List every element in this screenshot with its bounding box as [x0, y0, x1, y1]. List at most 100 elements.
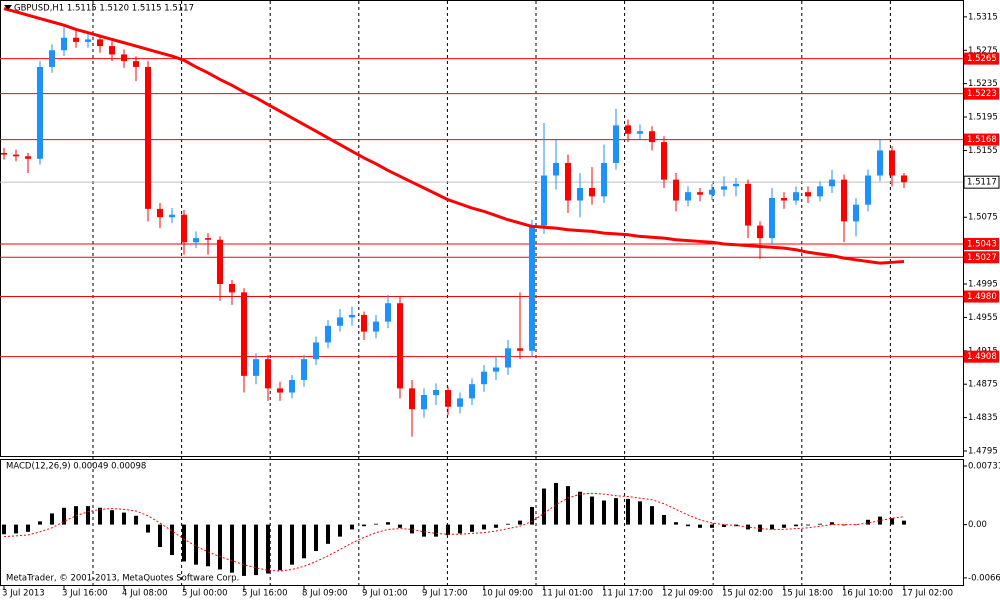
candle-body — [49, 50, 55, 67]
candle-body — [229, 284, 235, 293]
candle-body — [505, 348, 511, 368]
level-label-box — [964, 52, 999, 65]
candle-body — [85, 39, 91, 42]
candle-body — [481, 371, 487, 385]
moving-average — [3, 7, 905, 265]
x-tick-label: 12 Jul 09:00 — [662, 589, 713, 599]
macd-bar — [230, 524, 234, 573]
x-tick-label: 5 Jul 00:00 — [182, 589, 228, 599]
y-tick-label: 1.5275 — [968, 46, 998, 56]
candle-body — [61, 37, 67, 51]
macd-bar — [794, 524, 798, 527]
macd-bar — [758, 524, 762, 532]
candle-body — [181, 214, 187, 243]
candle-body — [361, 314, 367, 332]
level-label-box — [964, 290, 999, 303]
macd-bar — [266, 524, 270, 574]
candle-body — [661, 142, 667, 180]
candle-body — [517, 348, 523, 351]
candle-body — [637, 131, 643, 134]
candle-body — [541, 175, 547, 226]
macd-bar — [62, 507, 66, 525]
macd-bar — [614, 498, 618, 525]
candle-body — [25, 156, 31, 159]
macd-bar — [554, 482, 558, 525]
candle-body — [253, 359, 259, 376]
candle-body — [37, 66, 43, 159]
candle-body — [349, 314, 355, 318]
candle-body — [649, 131, 655, 143]
x-tick-label: 15 Jul 02:00 — [722, 589, 773, 599]
chart-title: GBPUSD,H1 1.5115 1.5120 1.5115 1.5117 — [14, 4, 194, 14]
macd-bar — [158, 524, 162, 548]
candle-body — [817, 186, 823, 197]
candle-body — [553, 162, 559, 176]
macd-bar — [662, 514, 666, 525]
last-price-label: 1.5117 — [967, 178, 997, 188]
candle-body — [673, 179, 679, 201]
macd-bar — [686, 524, 690, 527]
candle-body — [853, 204, 859, 222]
candle-body — [397, 303, 403, 389]
macd-bar — [14, 524, 18, 534]
macd-bar — [278, 524, 282, 571]
candle-body — [277, 388, 283, 393]
candle-body — [373, 321, 379, 332]
macd-bar — [170, 524, 174, 556]
macd-bar — [506, 523, 510, 525]
x-tick-label: 17 Jul 02:00 — [902, 589, 953, 599]
candle-body — [565, 162, 571, 201]
candle-body — [721, 186, 727, 190]
candle-body — [409, 388, 415, 410]
x-tick-label: 11 Jul 01:00 — [542, 589, 593, 599]
candle-body — [697, 192, 703, 195]
macd-bar — [710, 524, 714, 528]
candle-body — [745, 183, 751, 226]
macd-bar — [530, 506, 534, 525]
y-tick-label: 1.4835 — [968, 413, 998, 423]
macd-bar — [602, 500, 606, 525]
day-separators — [92, 1, 891, 586]
candle-body — [313, 342, 319, 360]
x-tick-label: 10 Jul 09:00 — [482, 589, 533, 599]
macd-bar — [218, 524, 222, 570]
price-panel — [0, 0, 964, 457]
macd-bar — [806, 524, 810, 526]
macd-bar — [314, 524, 318, 552]
candle-body — [133, 61, 139, 67]
x-tick-label: 5 Jul 16:00 — [242, 589, 288, 599]
macd-bar — [458, 524, 462, 534]
candle-body — [889, 150, 895, 176]
macd-bar — [494, 524, 498, 528]
candle-body — [193, 238, 199, 243]
macd-bar — [578, 491, 582, 525]
candle-body — [829, 179, 835, 187]
macd-bar — [890, 518, 894, 525]
x-tick-label: 4 Jul 08:00 — [122, 589, 168, 599]
candle-body — [733, 183, 739, 187]
macd-panel — [0, 459, 964, 586]
candle-body — [589, 188, 595, 197]
candle-body — [781, 198, 787, 201]
y-tick-label: 0.00731 — [968, 462, 1000, 472]
candle-body — [433, 390, 439, 396]
level-label-box — [964, 237, 999, 250]
x-tick-label: 15 Jul 18:00 — [782, 589, 833, 599]
candle-body — [901, 175, 907, 183]
macd-bar — [422, 524, 426, 537]
macd-bar — [338, 524, 342, 537]
macd-bar — [638, 501, 642, 525]
candle-body — [793, 192, 799, 201]
level-label: 1.5027 — [967, 253, 997, 263]
macd-bar — [182, 524, 186, 562]
macd-bar — [878, 516, 882, 525]
level-label: 1.5265 — [967, 54, 997, 64]
macd-bar — [782, 524, 786, 528]
macd-bar — [854, 524, 858, 526]
candle-body — [169, 214, 175, 218]
candle-body — [157, 208, 163, 218]
candle-body — [265, 359, 271, 389]
macd-bar — [326, 524, 330, 544]
x-tick-label: 3 Jul 16:00 — [62, 589, 108, 599]
macd-bar — [362, 524, 366, 527]
